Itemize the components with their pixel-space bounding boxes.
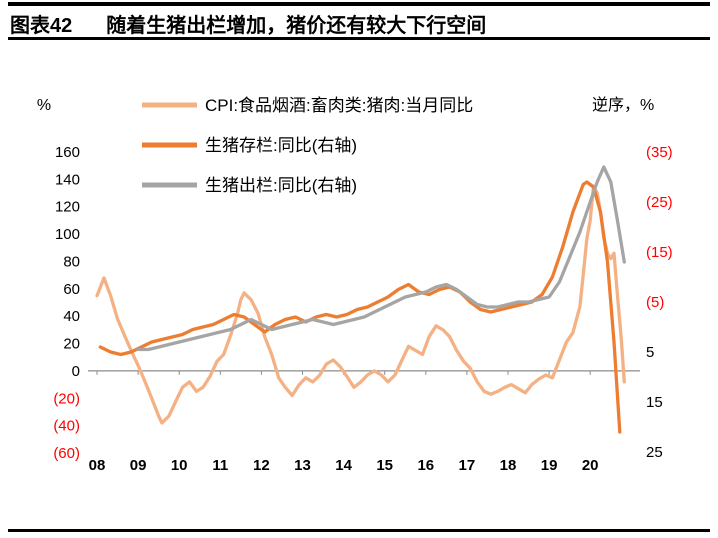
right-axis-tick-label: 5 — [646, 344, 654, 361]
title-underline-rule — [8, 37, 710, 40]
series-line-1 — [98, 180, 622, 434]
left-axis-tick-label: 80 — [63, 253, 80, 270]
right-axis-tick-label: 15 — [646, 394, 663, 411]
bottom-rule — [8, 529, 710, 532]
series-line-2 — [136, 165, 626, 352]
pork-price-line-chart: 08 09 10 11 12 13 14 15 16 17 18 19 20 160 140 120 100 80… — [37, 96, 673, 474]
left-axis-tick-label: 40 — [63, 308, 80, 325]
x-axis-label: 17 — [459, 457, 476, 474]
left-axis-tick-label: (20) — [53, 390, 80, 407]
left-axis-unit: % — [37, 97, 51, 114]
right-axis-tick-label: (25) — [646, 194, 673, 211]
x-axis-label: 10 — [171, 457, 188, 474]
top-rule — [8, 2, 710, 6]
x-axis-label: 08 — [89, 457, 106, 474]
left-axis-tick-label: 20 — [63, 336, 80, 353]
legend-label-1: 生猪存栏:同比(右轴) — [205, 136, 357, 155]
figure-title: 随着生猪出栏增加，猪价还有较大下行空间 — [106, 15, 487, 37]
left-axis-tick-label: 120 — [55, 199, 80, 216]
x-axis-label: 13 — [294, 457, 311, 474]
x-axis-label: 15 — [376, 457, 393, 474]
x-axis-label: 20 — [582, 457, 599, 474]
figure-label: 图表42 — [10, 15, 73, 37]
left-axis-tick-label: 160 — [55, 144, 80, 161]
right-axis-tick-label: (5) — [646, 294, 664, 311]
x-axis-label: 16 — [417, 457, 434, 474]
legend-label-2: 生猪出栏:同比(右轴) — [205, 176, 357, 195]
series-line-0 — [95, 184, 626, 425]
x-axis-label: 11 — [212, 457, 228, 474]
left-axis-tick-label: 60 — [63, 281, 80, 298]
figure-title-row: 图表42 随着生猪出栏增加，猪价还有较大下行空间 — [10, 9, 712, 38]
left-axis-tick-label: 140 — [55, 171, 80, 188]
left-axis-tick-label: 100 — [55, 226, 80, 243]
legend-label-0: CPI:食品烟酒:畜肉类:猪肉:当月同比 — [205, 96, 473, 115]
x-axis-label: 18 — [500, 457, 517, 474]
x-axis-label: 14 — [335, 457, 352, 474]
right-axis-tick-label: (15) — [646, 244, 673, 261]
left-axis-tick-label: (60) — [53, 445, 80, 462]
left-axis-tick-label: (40) — [53, 418, 80, 435]
right-axis-tick-label: 25 — [646, 444, 663, 461]
x-axis-label: 19 — [541, 457, 558, 474]
x-axis-label: 12 — [253, 457, 270, 474]
x-axis-label: 09 — [130, 457, 147, 474]
left-axis-tick-label: 0 — [72, 363, 80, 380]
right-axis-tick-label: (35) — [646, 144, 673, 161]
right-axis-unit: 逆序，% — [592, 96, 654, 114]
